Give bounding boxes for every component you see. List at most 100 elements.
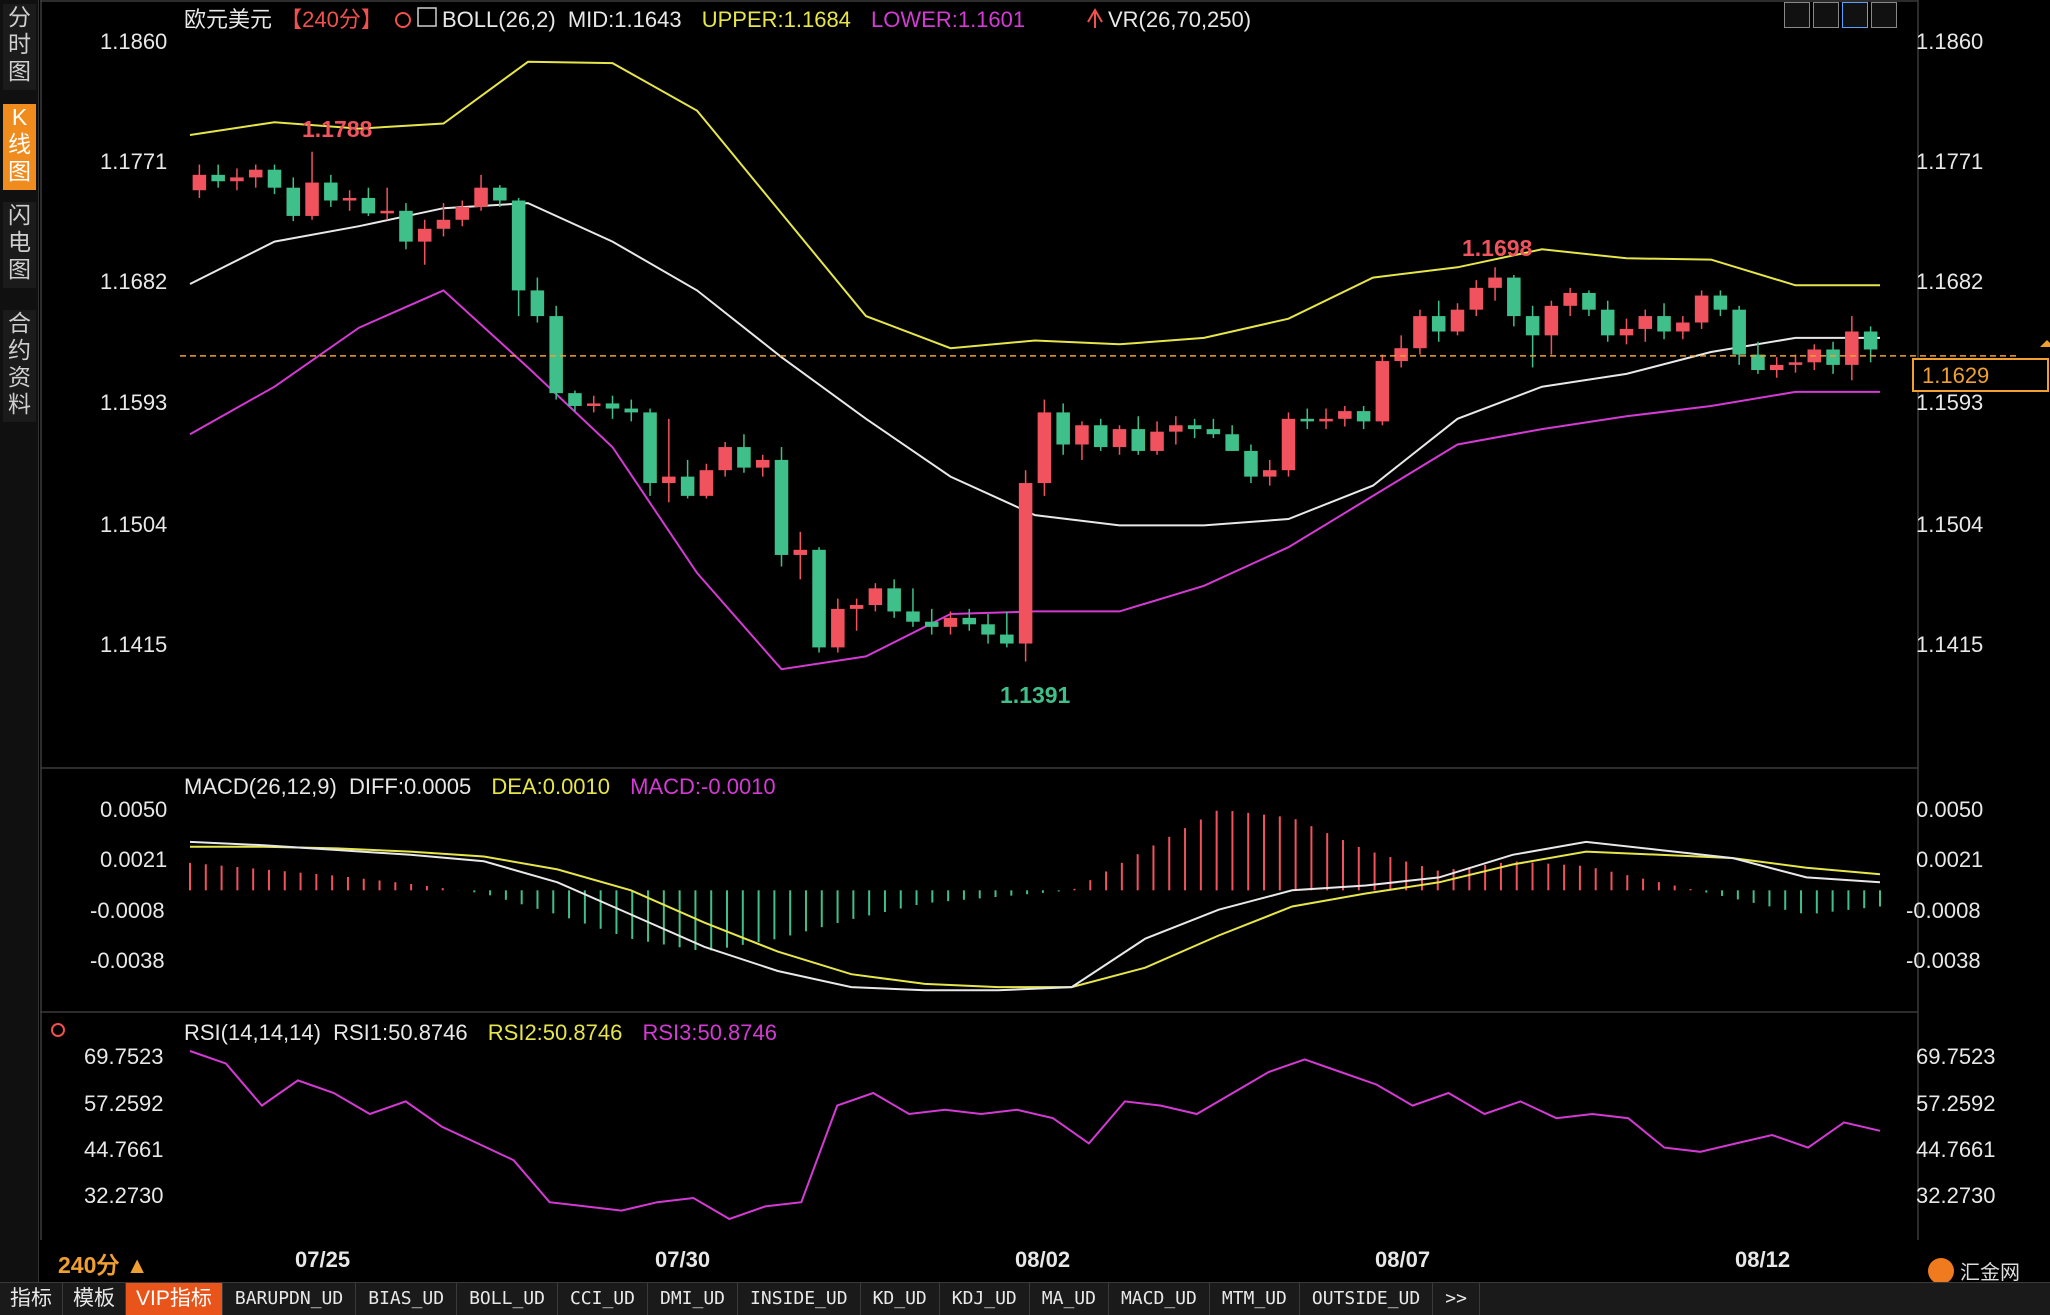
candle-body	[737, 447, 751, 468]
tab-kdj[interactable]: KDJ_UD	[940, 1283, 1030, 1315]
candle-body	[1638, 316, 1653, 329]
rsi-line	[189, 1050, 1881, 1221]
price-tick: 1.1860	[100, 29, 167, 54]
rsi-pane	[189, 1050, 1881, 1221]
macd-tick: 0.0050	[100, 797, 167, 822]
candle-body	[1000, 634, 1014, 644]
macd-tick: -0.0038	[90, 948, 165, 973]
candle-body	[1431, 316, 1446, 332]
price-tick-right: 1.1682	[1916, 269, 1983, 294]
candle-body	[1300, 418, 1315, 422]
low-annotation: 1.1391	[1000, 682, 1071, 708]
crosshair-icon[interactable]	[395, 12, 411, 28]
candle-body	[1037, 412, 1052, 484]
tab-flash-chart[interactable]: 闪 电 图	[3, 202, 36, 288]
candle-body	[906, 611, 920, 622]
boll-mid: MID:1.1643	[568, 7, 682, 32]
macd-value: MACD:-0.0010	[630, 774, 776, 799]
left-sidebar: 分 时 图 K 线 图 闪 电 图 合 约 资 料	[0, 0, 39, 1282]
candle-body	[1206, 429, 1221, 435]
candle-body	[774, 459, 789, 555]
candle-body	[1244, 450, 1258, 477]
period-selector[interactable]: 240分 ▲	[58, 1252, 149, 1278]
svg-text:欧元美元 【240分】: 欧元美元 【240分】	[184, 7, 383, 32]
price-tick-right: 1.1504	[1916, 512, 1983, 537]
tab-macd[interactable]: MACD_UD	[1109, 1283, 1210, 1315]
candle-body	[586, 403, 601, 406]
macd-label: MACD(26,12,9)	[184, 774, 337, 799]
tab-mtm[interactable]: MTM_UD	[1210, 1283, 1300, 1315]
high2-annotation: 1.1698	[1462, 235, 1533, 261]
vip-indicator-button[interactable]: VIP指标	[126, 1283, 223, 1315]
candle-body	[305, 182, 319, 216]
tab-ma[interactable]: MA_UD	[1030, 1283, 1109, 1315]
candle-body	[192, 174, 207, 191]
macd-axis: 0.0050 0.0021 -0.0008 -0.0038 0.0050 0.0…	[90, 797, 1983, 973]
candle-body	[624, 408, 639, 413]
rsi-label: RSI(14,14,14)	[184, 1020, 321, 1045]
price-tick: 1.1415	[100, 632, 167, 657]
tab-inside[interactable]: INSIDE_UD	[738, 1283, 861, 1315]
chart-area[interactable]: 欧元美元 【240分】 BOLL(26,2) MID:1.1643 UPPER:…	[40, 0, 2050, 1280]
svg-text:MACD(26,12,9) DIFF:0.0005: MACD(26,12,9) DIFF:0.0005 DEA:0.0010 MAC…	[184, 774, 776, 799]
template-button[interactable]: 模板	[63, 1283, 126, 1315]
candle-body	[324, 182, 338, 201]
logo-icon	[1928, 1257, 1954, 1284]
candle-body	[399, 210, 413, 242]
chart-mode-icons	[1784, 2, 1897, 28]
candle-body	[1488, 277, 1502, 288]
line-mode-icon[interactable]	[1842, 2, 1868, 28]
candle-body	[1676, 322, 1690, 332]
more-button[interactable]: >>	[1433, 1283, 1480, 1315]
macd-dea-line	[190, 845, 1881, 989]
candle-body	[868, 588, 883, 606]
settings-icon[interactable]	[51, 1023, 65, 1037]
candle-body	[680, 476, 695, 496]
fullscreen-icon[interactable]	[1871, 2, 1897, 28]
tab-kline-chart[interactable]: K 线 图	[3, 104, 36, 190]
tab-dmi[interactable]: DMI_UD	[648, 1283, 739, 1315]
tab-time-chart[interactable]: 分 时 图	[3, 4, 36, 90]
tab-bias[interactable]: BIAS_UD	[356, 1283, 458, 1315]
rsi-tick-right: 32.2730	[1916, 1183, 1996, 1208]
candle-body	[436, 219, 451, 229]
candle-body	[755, 459, 770, 468]
candle-body	[230, 177, 244, 182]
candle-body	[1619, 328, 1634, 336]
candle-body	[831, 608, 845, 648]
candle-body	[1694, 295, 1709, 323]
candle-body	[1112, 429, 1127, 448]
tab-contract-info[interactable]: 合 约 资 料	[3, 310, 36, 422]
candle-body	[1469, 287, 1484, 310]
price-tick-right: 1.1860	[1916, 29, 1983, 54]
candle-body	[718, 447, 732, 471]
tab-boll[interactable]: BOLL_UD	[457, 1283, 558, 1315]
macd-tick: 0.0021	[100, 847, 167, 872]
crosshair-mode-icon[interactable]	[1784, 2, 1810, 28]
tab-outside[interactable]: OUTSIDE_UD	[1300, 1283, 1434, 1315]
candle-body	[643, 412, 657, 484]
candle-mode-icon[interactable]	[1813, 2, 1839, 28]
price-tick-right: 1.1593	[1916, 390, 1983, 415]
indicator-icon[interactable]	[417, 7, 437, 27]
boll-upper-line	[189, 60, 1880, 350]
candle-body	[1225, 434, 1239, 451]
candle-body	[549, 316, 563, 394]
date-label: 08/12	[1735, 1247, 1790, 1272]
tab-barupdn[interactable]: BARUPDN_UD	[223, 1283, 357, 1315]
tab-kd[interactable]: KD_UD	[861, 1283, 940, 1315]
candle-body	[1450, 309, 1465, 332]
rsi-axis: 69.7523 57.2592 44.7661 32.2730 69.7523 …	[84, 1044, 1996, 1208]
boll-lines	[189, 60, 1880, 671]
price-tick-right: 1.1771	[1916, 149, 1983, 174]
tab-cci[interactable]: CCI_UD	[558, 1283, 648, 1315]
candle-body	[493, 187, 507, 201]
rsi-tick: 44.7661	[84, 1137, 164, 1162]
macd-tick-right: 0.0021	[1916, 847, 1983, 872]
price-tick: 1.1593	[100, 390, 167, 415]
macd-diff: DIFF:0.0005	[349, 774, 471, 799]
candle-body	[1131, 429, 1146, 451]
candle-body	[943, 617, 958, 627]
rsi-tick: 57.2592	[84, 1091, 164, 1116]
indicator-button[interactable]: 指标	[0, 1283, 63, 1315]
